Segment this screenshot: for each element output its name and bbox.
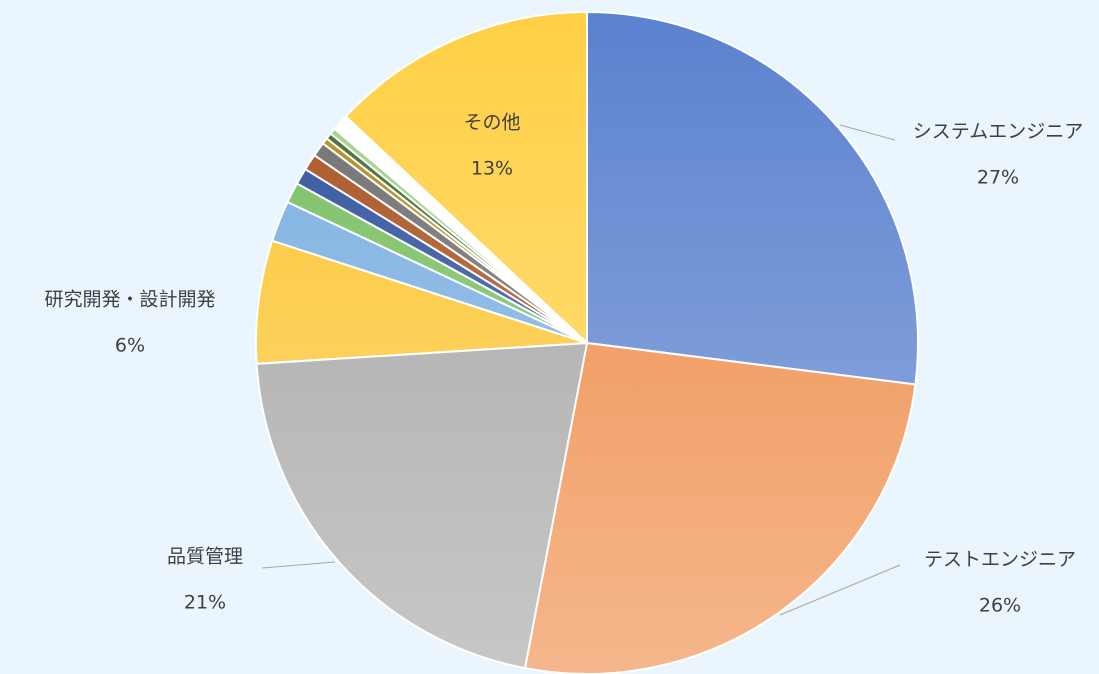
pie xyxy=(255,10,919,674)
category-label: システムエンジニア xyxy=(913,121,1083,143)
labels: システムエンジニア 27% テストエンジニア 26% 品質管理 21% 研究開発・設計開発 6… xyxy=(44,112,1083,617)
leader-line xyxy=(261,561,336,569)
category-label: 品質管理 xyxy=(167,546,243,568)
value-label: 13% xyxy=(471,158,513,180)
value-label: 26% xyxy=(979,595,1021,617)
value-label: 21% xyxy=(184,592,226,614)
value-label: 6% xyxy=(115,335,145,357)
category-label: その他 xyxy=(463,112,520,134)
value-label: 27% xyxy=(977,167,1019,189)
category-label: 研究開発・設計開発 xyxy=(44,289,215,311)
leader-line xyxy=(839,124,896,141)
category-label: テストエンジニア xyxy=(924,549,1076,571)
leader-line xyxy=(779,564,901,616)
